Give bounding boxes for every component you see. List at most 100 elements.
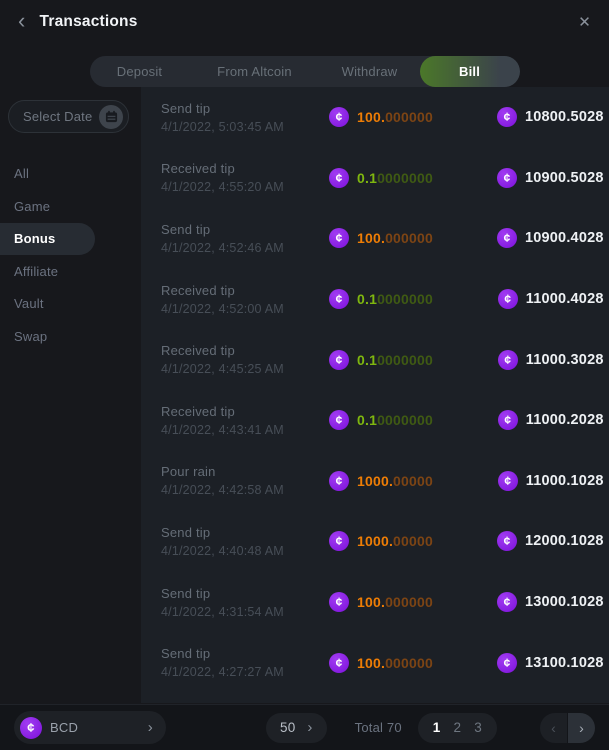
transaction-amount: ¢ 0.10000000 [329,410,497,431]
modal-header: ‹ Transactions ✕ [0,0,609,44]
bcd-coin-icon: ¢ [497,107,517,128]
balance-value: 13000.1028 [525,594,604,611]
tab-deposit[interactable]: Deposit [116,64,163,79]
transaction-type-label: Send tip [161,221,211,237]
transaction-amount: ¢ 1000.00000 [329,531,497,552]
sidebar-item-swap[interactable]: Swap [14,328,48,344]
tab-withdraw[interactable]: Withdraw [341,64,398,79]
transaction-type-label: Received tip [161,161,235,177]
transaction-balance: ¢ 10900.5028 [497,167,604,188]
amount-main: 1000. [357,472,394,489]
calendar-icon[interactable] [99,104,123,129]
page-1[interactable]: 1 [432,720,441,735]
table-row: Send tip 4/1/2022, 5:03:45 AM ¢ 100.000000 ¢… [141,87,609,148]
transaction-balance: ¢ 11000.4028 [497,289,604,310]
amount-value: 0.10000000 [357,352,433,368]
transaction-type-label: Pour rain [161,464,216,480]
bcd-coin-icon: ¢ [329,349,349,370]
balance-value: 12000.1028 [525,533,604,550]
sidebar-item-affiliate[interactable]: Affiliate [14,263,59,279]
amount-main: 100. [357,230,386,247]
amount-main: 0.1 [357,351,378,368]
table-row: Received tip 4/1/2022, 4:52:00 AM ¢ 0.10000… [141,269,609,330]
bcd-coin-icon: ¢ [329,228,349,249]
transaction-date-label: 4/1/2022, 4:40:48 AM [161,543,284,558]
amount-trailing-zeros: 0000000 [377,169,433,186]
select-date-label: Select Date [23,109,93,124]
bcd-coin-icon: ¢ [497,470,518,491]
table-row: Send tip 4/1/2022, 4:27:27 AM ¢ 100.000000 ¢… [141,632,609,693]
tab-bar-wrap: Deposit From Altcoin Withdraw Bill [0,56,609,87]
transaction-type-label: Received tip [161,282,235,298]
transaction-date-label: 4/1/2022, 4:31:54 AM [161,604,284,619]
tab-bill[interactable]: Bill [419,56,520,87]
row-info: Pour rain 4/1/2022, 4:42:58 AM [161,464,329,497]
bcd-coin-icon: ¢ [329,289,349,310]
total-count-label: Total 70 [354,720,402,735]
transaction-date-label: 4/1/2022, 4:55:20 AM [161,180,284,195]
amount-main: 0.1 [357,412,378,429]
modal-body: Select Date All Game Bonus Affiliate Vault Sw… [0,87,609,703]
tab-bar: Deposit From Altcoin Withdraw Bill [89,56,520,87]
amount-trailing-zeros: 000000 [385,230,433,247]
amount-value: 100.000000 [357,594,433,610]
bcd-coin-icon: ¢ [329,167,349,188]
transaction-amount: ¢ 0.10000000 [329,167,497,188]
transaction-balance: ¢ 13000.1028 [497,592,604,613]
amount-value: 100.000000 [357,655,433,671]
amount-main: 100. [357,654,386,671]
row-info: Send tip 4/1/2022, 4:52:46 AM [161,222,329,255]
bcd-coin-icon: ¢ [497,167,517,188]
transaction-balance: ¢ 13100.1028 [497,652,604,673]
per-page-select[interactable]: 50 › [266,712,327,743]
transaction-date-label: 4/1/2022, 4:43:41 AM [161,422,284,437]
prev-page-button[interactable]: ‹ [540,712,567,743]
balance-value: 10900.5028 [525,169,604,186]
page-3[interactable]: 3 [474,720,482,735]
balance-value: 13100.1028 [525,654,604,671]
balance-value: 10900.4028 [525,230,604,247]
transaction-type-label: Received tip [161,343,235,359]
transaction-amount: ¢ 0.10000000 [329,289,497,310]
balance-value: 11000.2028 [525,412,604,429]
bcd-coin-icon: ¢ [329,470,349,491]
back-icon[interactable]: ‹ [18,7,26,33]
tab-from-altcoin[interactable]: From Altcoin [217,64,292,79]
page-2[interactable]: 2 [453,720,462,735]
amount-value: 1000.00000 [357,473,433,489]
bcd-coin-icon: ¢ [497,289,518,310]
row-info: Received tip 4/1/2022, 4:45:25 AM [161,343,329,376]
transaction-amount: ¢ 1000.00000 [329,470,497,491]
transaction-amount: ¢ 100.000000 [329,228,497,249]
bcd-coin-icon: ¢ [329,592,349,613]
transaction-type-label: Received tip [161,403,235,419]
select-date-button[interactable]: Select Date [8,100,129,133]
transaction-type-label: Send tip [161,524,211,540]
transaction-type-label: Send tip [161,585,211,601]
sidebar-item-all[interactable]: All [14,166,30,181]
row-info: Send tip 4/1/2022, 4:31:54 AM [161,586,329,619]
currency-select[interactable]: ¢ BCD › [14,711,166,744]
balance-value: 11000.1028 [525,472,604,489]
transaction-amount: ¢ 100.000000 [329,592,497,613]
bcd-coin-icon: ¢ [497,531,517,552]
amount-trailing-zeros: 00000 [393,472,433,489]
next-page-button[interactable]: › [568,712,595,743]
sidebar-item-game[interactable]: Game [14,198,51,214]
transaction-balance: ¢ 12000.1028 [497,531,604,552]
table-row: Send tip 4/1/2022, 4:40:48 AM ¢ 1000.00000 ¢… [141,511,609,572]
bcd-coin-icon: ¢ [497,592,517,613]
amount-trailing-zeros: 000000 [385,594,433,611]
row-info: Send tip 4/1/2022, 5:03:45 AM [161,101,329,134]
sidebar-item-vault[interactable]: Vault [14,296,44,311]
amount-value: 0.10000000 [357,170,433,186]
row-info: Received tip 4/1/2022, 4:55:20 AM [161,161,329,194]
amount-trailing-zeros: 0000000 [377,351,433,368]
transaction-amount: ¢ 100.000000 [329,652,497,673]
sidebar-item-bonus[interactable]: Bonus [0,223,95,255]
table-row: Received tip 4/1/2022, 4:45:25 AM ¢ 0.10000… [141,329,609,390]
amount-main: 100. [357,594,386,611]
close-icon[interactable]: ✕ [578,14,591,31]
